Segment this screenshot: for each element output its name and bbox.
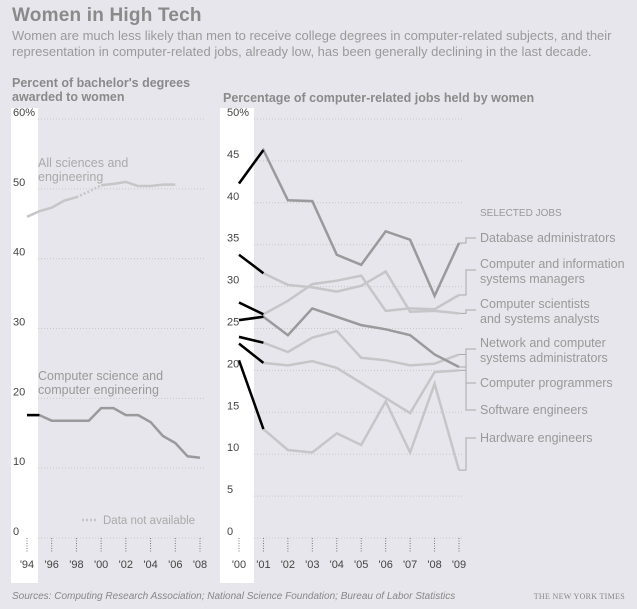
legend-leader-database-administrators (459, 237, 476, 244)
right-xtick-label: '09 (452, 559, 466, 571)
credit: THE NEW YORK TIMES (533, 592, 625, 601)
right-xtick-label: '05 (354, 559, 368, 571)
left-label-computer-science-2: computer engineering (38, 383, 159, 397)
legend-label-computer-scientists-and-systems-analysts-2: and systems analysts (480, 312, 600, 326)
right-ytick-label: 40 (227, 191, 239, 203)
right-ytick-label: 35 (227, 233, 239, 245)
legend-missing-label: Data not available (103, 515, 195, 527)
right-grid (238, 118, 462, 552)
right-xtick-label: '08 (427, 559, 441, 571)
legend-label-database-administrators: Database administrators (480, 231, 615, 245)
left-ytick-label: 60% (13, 107, 35, 119)
right-series-computer-programmers (238, 342, 460, 415)
left-grid (26, 118, 205, 552)
right-xtick-label: '02 (281, 559, 295, 571)
legend-label-computer-scientists-and-systems-analysts: Computer scientists (480, 297, 590, 311)
right-ytick-label: 0 (227, 526, 233, 538)
left-label-all-sciences: All sciences and (38, 156, 128, 170)
right-series-computer-scientists-and-systems-analysts (238, 253, 460, 315)
legend-label-computer-and-information-systems-managers-2: systems managers (480, 272, 585, 286)
left-series-all-sciences-missing (75, 184, 102, 199)
legend-label-computer-programmers: Computer programmers (480, 376, 613, 390)
left-xtick-label: '98 (69, 559, 83, 571)
chart-title: Women in High Tech (12, 5, 202, 26)
legend-leader-computer-and-information-systems-managers (459, 269, 476, 296)
legend-leader-computer-scientists-and-systems-analysts (459, 309, 476, 314)
left-series-group (26, 180, 201, 459)
right-xtick-label: '01 (256, 559, 270, 571)
right-xtick-label: '00 (232, 559, 246, 571)
left-ytick-label: 50 (13, 177, 25, 189)
right-series-hardware-engineers-highlight (237, 359, 265, 430)
left-ytick-label: 20 (13, 386, 25, 398)
right-series-database-administrators (237, 147, 461, 299)
left-label-computer-science: Computer science and (38, 369, 163, 383)
right-ytick-label: 50% (227, 107, 249, 119)
right-panel-strip (220, 108, 254, 583)
right-series-database-administrators-highlight (237, 149, 265, 185)
left-ytick-label: 0 (13, 526, 19, 538)
left-label-all-sciences-2: engineering (38, 170, 103, 184)
legend-label-hardware-engineers: Hardware engineers (480, 431, 593, 445)
right-series-group (237, 147, 461, 471)
left-xtick-label: '04 (143, 559, 157, 571)
right-panel-title: Percentage of computer-related jobs held… (223, 91, 535, 105)
left-xtick-label: '96 (45, 559, 59, 571)
legend-label-computer-and-information-systems-managers: Computer and information (480, 257, 625, 271)
right-xtick-label: '03 (305, 559, 319, 571)
left-series-all-sciences-after (100, 180, 176, 188)
left-ytick-label: 40 (13, 247, 25, 259)
left-series-computer-science (27, 406, 201, 459)
right-ytick-label: 30 (227, 275, 239, 287)
source-note: Sources: Computing Research Association;… (12, 591, 456, 602)
right-series-computer-and-information-systems-managers-highlight (238, 301, 264, 316)
left-series-all-sciences (26, 195, 77, 218)
right-series-network-and-computer-systems-administrators-highlight (238, 315, 264, 322)
left-ytick-label: 10 (13, 456, 25, 468)
legend-leader-hardware-engineers (459, 437, 476, 471)
left-xtick-label: '02 (119, 559, 133, 571)
left-ytick-label: 30 (13, 317, 25, 329)
right-series-software-engineers (238, 329, 460, 367)
left-xtick-label: '08 (193, 559, 207, 571)
right-series-network-and-computer-systems-administrators (238, 306, 460, 369)
right-xtick-label: '07 (403, 559, 417, 571)
legend-label-network-and-computer-systems-administrators: Network and computer (480, 336, 606, 350)
chart-subtitle: Women are much less likely than men to r… (12, 28, 612, 59)
right-ytick-label: 5 (227, 484, 233, 496)
left-xtick-label: '06 (168, 559, 182, 571)
right-ytick-label: 20 (227, 358, 239, 370)
legend-label-software-engineers: Software engineers (480, 403, 588, 417)
legend-leader-network-and-computer-systems-administrators (459, 348, 476, 368)
right-series-computer-and-information-systems-managers (238, 274, 460, 316)
right-xtick-label: '06 (378, 559, 392, 571)
right-series-computer-programmers-highlight (238, 342, 265, 364)
right-series-hardware-engineers (237, 359, 461, 471)
right-ytick-label: 10 (227, 442, 239, 454)
right-ytick-label: 45 (227, 149, 239, 161)
right-series-computer-scientists-and-systems-analysts-highlight (238, 253, 265, 275)
right-ytick-label: 15 (227, 400, 239, 412)
right-ytick-label: 25 (227, 317, 239, 329)
right-labels: 0 5 10 15 20 25 30 35 40 45 50% '00 '01 '02 '03 '04 '05 '… (227, 107, 625, 571)
left-panel-title: Percent of bachelor's degrees awarded to… (12, 76, 191, 104)
right-xtick-label: '04 (330, 559, 344, 571)
left-labels: 0 10 20 30 40 50 60% '94 '96 '98 '00 '02 '04 '06 '08 Al… (13, 107, 207, 571)
left-xtick-label: '94 (20, 559, 34, 571)
legend-header: SELECTED JOBS (480, 208, 562, 219)
legend-leader-software-engineers (459, 354, 476, 411)
legend-label-network-and-computer-systems-administrators-2: systems administrators (480, 351, 608, 365)
left-xtick-label: '00 (94, 559, 108, 571)
left-panel-strip (11, 108, 38, 583)
legend-leader-computer-programmers (459, 369, 476, 384)
right-series-software-engineers-highlight (238, 335, 264, 344)
